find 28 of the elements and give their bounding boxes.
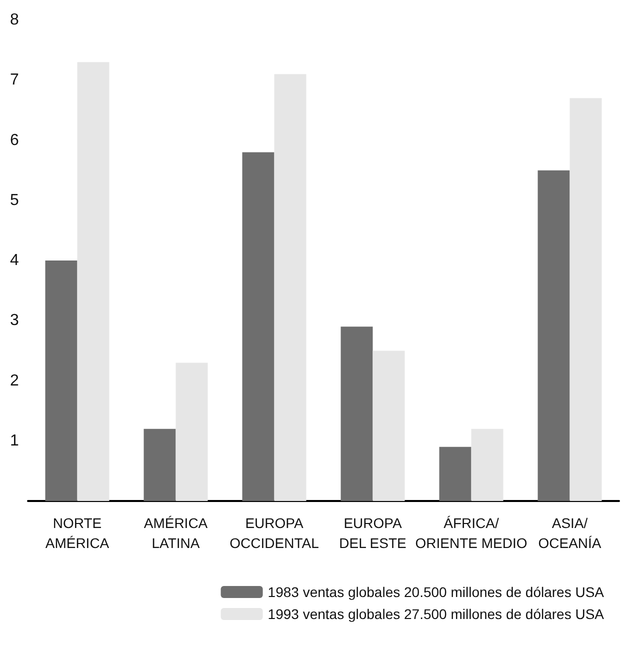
bar <box>471 428 504 501</box>
legend-label: 1993 ventas globales 27.500 millones de dólares USA <box>268 606 605 622</box>
bar <box>570 98 602 501</box>
bar <box>274 74 306 501</box>
bar <box>340 326 373 501</box>
x-tick-label: ÁFRICA/ ORIENTE MEDIO <box>415 515 528 551</box>
x-tick-label: EUROPA DEL ESTE <box>339 515 406 551</box>
bar <box>45 260 78 501</box>
x-tick-label: NORTE AMÉRICA <box>45 515 110 551</box>
x-tick-label: EUROPA OCCIDENTAL <box>230 515 320 551</box>
bar <box>538 170 570 501</box>
y-tick-label: 4 <box>10 252 19 269</box>
y-tick-label: 7 <box>10 72 19 89</box>
bar <box>144 428 176 501</box>
y-tick-label: 8 <box>10 12 19 28</box>
y-tick-label: 1 <box>10 432 19 450</box>
x-tick-label: AMÉRICA LATINA <box>144 515 208 551</box>
legend-label: 1983 ventas globales 20.500 millones de dólares USA <box>268 584 605 600</box>
y-tick-label: 5 <box>10 192 19 209</box>
y-tick-label: 6 <box>10 132 19 149</box>
x-tick-label: ASIA/ OCEANÍA <box>538 515 602 551</box>
bar <box>242 152 274 501</box>
bar <box>176 362 208 501</box>
bar <box>372 350 405 501</box>
y-tick-label: 2 <box>10 372 19 390</box>
bar <box>439 446 472 501</box>
bar <box>77 62 110 501</box>
y-tick-label: 3 <box>10 312 19 330</box>
